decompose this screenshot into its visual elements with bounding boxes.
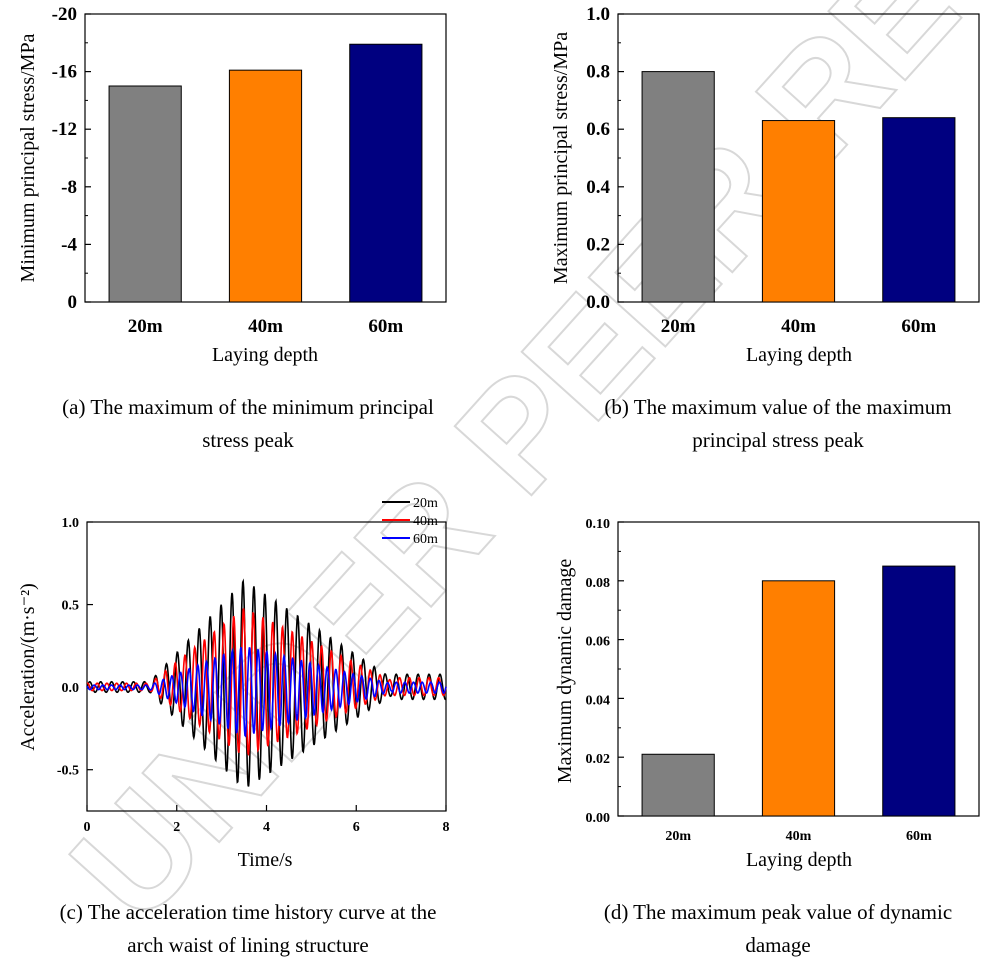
panel-a-ytick-label: 0 (68, 292, 78, 313)
panel-c-xtick-label: 0 (84, 820, 91, 835)
panel-c-ytick-label: 1.0 (62, 516, 80, 531)
panel-a-xtick-label: 20m (128, 316, 163, 337)
panel-a-bar-60m (349, 43, 423, 303)
panel-b: 0.0 0.2 0.4 0.6 0.8 1.0 20m 40m 60m Maximum prin… (550, 4, 980, 452)
panel-b-bar-40m (761, 120, 836, 303)
panel-b-ytick-label: 1.0 (586, 4, 610, 25)
panel-d-caption-line2: damage (745, 933, 810, 957)
panel-d-xtick-label: 60m (906, 829, 932, 844)
panel-a-ytick-label: -20 (52, 4, 77, 25)
panel-c-ytick-label: 0.5 (62, 599, 80, 614)
panel-c-xtick-label: 8 (443, 820, 450, 835)
panel-a-xtick-label: 40m (248, 316, 283, 337)
panel-d-ytick-label: 0.06 (586, 635, 611, 650)
panel-d-ytick-label: 0.10 (586, 517, 611, 532)
panel-d-bar-40m (761, 580, 836, 817)
panel-c-series-40m (86, 608, 447, 757)
panel-d-bar-60m (882, 565, 956, 817)
panel-b-ytick-label: 0.2 (586, 234, 610, 255)
panel-c-xtick-label: 4 (263, 820, 270, 835)
panel-d: 0.00 0.02 0.04 0.06 0.08 0.10 20m 40m 60m Maximu… (554, 517, 980, 957)
panel-a-caption-line1: (a) The maximum of the minimum principal (62, 395, 434, 419)
panel-a-bar-40m (228, 69, 303, 303)
panel-d-ylabel: Maximum dynamic damage (554, 559, 576, 784)
panel-b-ytick-label: 0.4 (586, 177, 610, 198)
panel-c-xtick-label: 6 (353, 820, 360, 835)
panel-c-legend-label-40m: 40m (413, 514, 438, 529)
panel-d-xtick-label: 40m (786, 829, 812, 844)
panel-c-legend-label-20m: 20m (413, 496, 438, 511)
panel-b-ytick-label: 0.6 (586, 119, 610, 140)
panel-b-bar-60m (882, 117, 956, 303)
panel-b-bar-20m (641, 71, 715, 303)
panel-c-ytick-label: -0.5 (57, 764, 79, 779)
panel-b-caption-line1: (b) The maximum value of the maximum (604, 395, 951, 419)
panel-d-ytick-label: 0.08 (586, 576, 611, 591)
watermark: UNDER PEER REVIEW (39, 0, 1002, 951)
panel-b-ylabel: Maximum principal stress/MPa (550, 32, 572, 284)
panel-b-xtick-label: 20m (661, 316, 696, 337)
panel-a: 0 -4 -8 -12 -16 -20 20m 40m 60m Minimum principa… (17, 4, 447, 452)
panel-b-xtick-label: 60m (901, 316, 936, 337)
panel-b-xtick-label: 40m (781, 316, 816, 337)
panel-d-xtick-label: 20m (665, 829, 691, 844)
panel-a-caption-line2: stress peak (202, 428, 294, 452)
panel-a-ytick-label: -8 (61, 177, 77, 198)
panel-d-bar-20m (641, 753, 715, 817)
panel-c-xlabel: Time/s (238, 849, 293, 871)
panel-c-series-60m (86, 646, 447, 738)
panel-c-ylabel-text: Acceleration/(m·s⁻²) (17, 583, 39, 751)
panel-c: 0 2 4 6 8 -0.5 0.0 0.5 1.0 20m 40m 60m Acceleration… (17, 496, 450, 957)
panel-d-xlabel: Laying depth (746, 849, 852, 871)
panel-c-caption-line1: (c) The acceleration time history curve … (60, 900, 437, 924)
panel-c-caption-line2: arch waist of lining structure (127, 933, 368, 957)
panel-d-caption-line1: (d) The maximum peak value of dynamic (604, 900, 952, 924)
panel-a-ylabel: Minimum principal stress/MPa (17, 33, 39, 282)
panel-d-ytick-label: 0.04 (586, 693, 611, 708)
panel-b-ytick-label: 0.0 (586, 292, 610, 313)
panel-b-xlabel: Laying depth (746, 344, 852, 366)
panel-a-bar-20m (108, 85, 182, 303)
panel-a-ytick-label: -16 (52, 62, 77, 83)
panel-a-ytick-label: -4 (61, 234, 77, 255)
panel-a-xtick-label: 60m (368, 316, 403, 337)
panel-c-ytick-label: 0.0 (62, 681, 80, 696)
panel-c-xtick-label: 2 (173, 820, 180, 835)
panel-a-xlabel: Laying depth (212, 344, 318, 366)
panel-d-ytick-label: 0.00 (586, 811, 611, 826)
panel-c-ylabel: Acceleration/(m·s⁻²) (17, 583, 39, 751)
panel-a-ytick-label: -12 (52, 119, 77, 140)
panel-c-legend-label-60m: 60m (413, 532, 438, 547)
panel-b-ytick-label: 0.8 (586, 62, 610, 83)
panel-b-caption-line2: principal stress peak (692, 428, 864, 452)
panel-d-ytick-label: 0.02 (586, 752, 611, 767)
